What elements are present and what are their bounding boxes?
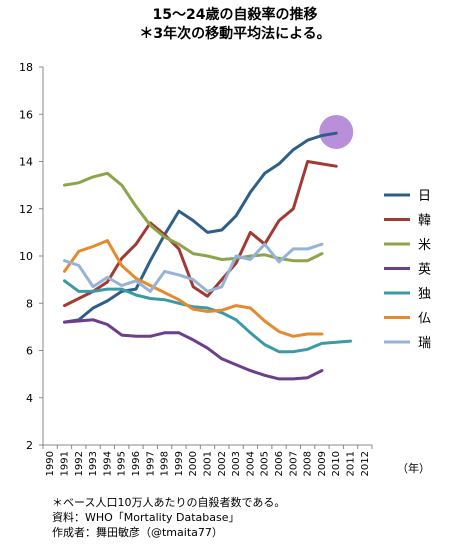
series-line-3 (63, 171, 324, 263)
x-tick-label: 1998 (160, 451, 171, 476)
x-tick-label: 2001 (203, 451, 214, 476)
footnote-source: 資料：WHO「Mortality Database」 (52, 511, 240, 524)
legend-label: 日 (418, 189, 431, 204)
x-tick-label: 2011 (346, 451, 357, 476)
title-line-2: ＊3年次の移動平均法による。 (139, 26, 331, 42)
title-line-1: 15～24歳の自殺率の推移 (152, 7, 318, 23)
legend-label: 英 (418, 263, 431, 278)
x-tick-label: 1991 (59, 451, 70, 476)
y-tick-label: 4 (26, 392, 33, 405)
series-line-7 (63, 242, 324, 293)
x-tick-label: 2004 (245, 451, 256, 476)
x-tick-label: 1992 (74, 451, 85, 476)
legend-label: 韓 (418, 214, 431, 229)
x-tick-label: 2003 (231, 451, 242, 476)
x-tick-label: 1995 (117, 451, 128, 476)
x-tick-label: 2008 (303, 451, 314, 476)
legend-label: 米 (418, 238, 431, 253)
y-tick-label: 8 (26, 297, 33, 310)
footnote-base: ＊ベース人口10万人あたりの自殺者数である。 (52, 496, 286, 509)
x-tick-label: 2009 (317, 451, 328, 476)
x-tick-label: 2000 (188, 451, 199, 476)
y-tick-label: 16 (19, 108, 33, 121)
y-tick-label: 10 (19, 250, 33, 263)
y-tick-label: 12 (19, 203, 33, 216)
series-line-6 (63, 239, 324, 338)
series-line-1 (63, 131, 338, 324)
footnote-author: 作成者：舞田敏彦（@tmaita77） (52, 526, 223, 539)
y-tick-label: 2 (26, 439, 33, 452)
series-line-5 (63, 279, 352, 354)
x-tick-label: 2005 (260, 451, 271, 476)
x-tick-label: 1990 (45, 451, 56, 476)
x-axis-label: （年） (397, 461, 430, 475)
x-tick-label: 1996 (131, 451, 142, 476)
x-tick-label: 2010 (331, 451, 342, 476)
y-tick-label: 14 (19, 156, 33, 169)
x-tick-label: 2006 (274, 451, 285, 476)
legend-label: 独 (418, 287, 431, 302)
y-tick-label: 6 (26, 345, 33, 358)
x-tick-label: 1999 (174, 451, 185, 476)
legend-label: 瑞 (418, 336, 431, 351)
x-tick-label: 2007 (288, 451, 299, 476)
x-tick-label: 2012 (360, 451, 371, 476)
y-tick-label: 18 (19, 61, 33, 74)
x-tick-label: 1997 (145, 451, 156, 476)
series-line-4 (63, 318, 324, 381)
chart-title: 15～24歳の自殺率の推移 ＊3年次の移動平均法による。 (0, 6, 470, 44)
x-tick-label: 1993 (88, 451, 99, 476)
legend-label: 仏 (418, 312, 431, 327)
x-tick-label: 1994 (102, 451, 113, 476)
x-tick-label: 2002 (217, 451, 228, 476)
